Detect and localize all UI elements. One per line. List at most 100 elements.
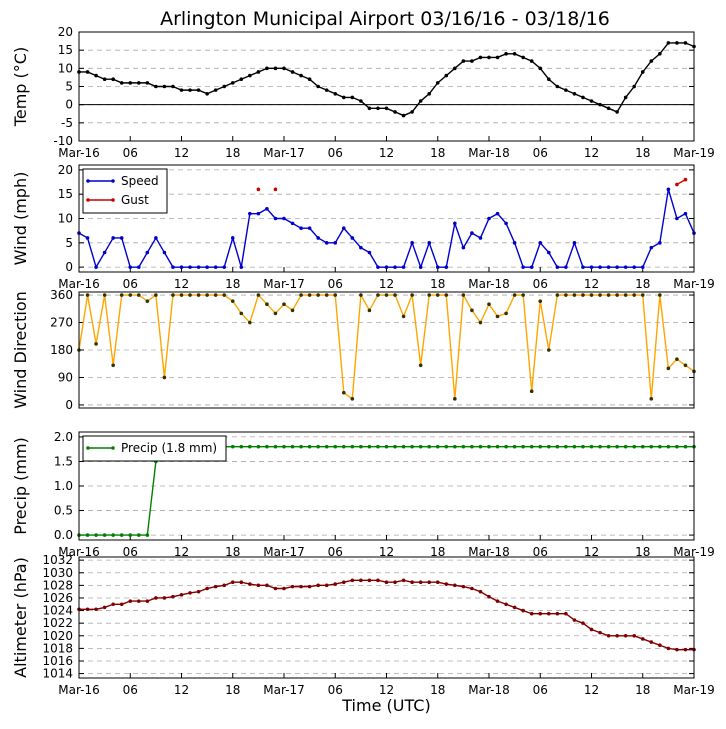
data-point bbox=[555, 84, 560, 89]
data-point bbox=[529, 59, 534, 63]
x-tick-label: 18 bbox=[225, 277, 240, 291]
data-point bbox=[273, 216, 278, 221]
data-point bbox=[453, 221, 457, 226]
data-point bbox=[461, 293, 466, 297]
data-point bbox=[162, 596, 167, 600]
data-point bbox=[675, 647, 679, 652]
y-tick-label: 10 bbox=[58, 212, 73, 226]
data-point bbox=[94, 73, 98, 78]
data-point bbox=[564, 611, 568, 616]
x-tick-label: Mar-16 bbox=[58, 683, 99, 697]
data-point bbox=[401, 578, 406, 583]
data-point bbox=[341, 95, 346, 100]
data-point bbox=[478, 55, 483, 60]
data-point bbox=[495, 599, 500, 603]
data-point bbox=[529, 389, 534, 394]
data-point bbox=[273, 586, 278, 591]
data-point bbox=[521, 265, 525, 269]
legend-box bbox=[82, 168, 168, 214]
data-point bbox=[136, 81, 141, 85]
data-point bbox=[367, 250, 372, 255]
data-point bbox=[487, 55, 491, 60]
y-tick-label: 1016 bbox=[42, 654, 73, 668]
x-tick-label: 06 bbox=[533, 683, 548, 697]
data-point bbox=[256, 444, 261, 449]
data-point bbox=[119, 533, 124, 537]
data-point bbox=[546, 77, 551, 82]
data-point bbox=[154, 236, 158, 240]
data-point bbox=[521, 293, 525, 297]
data-point bbox=[359, 245, 363, 250]
data-point bbox=[453, 583, 457, 588]
data-point bbox=[162, 84, 167, 89]
data-point bbox=[359, 99, 363, 103]
x-tick-label: Mar-16 bbox=[58, 277, 99, 291]
data-point bbox=[316, 84, 320, 89]
legend-label: Speed bbox=[121, 174, 159, 188]
data-point bbox=[470, 444, 474, 449]
data-point bbox=[350, 95, 355, 100]
data-point bbox=[282, 66, 286, 71]
data-point bbox=[606, 444, 611, 449]
data-point bbox=[538, 299, 543, 303]
data-point bbox=[632, 633, 637, 638]
data-point bbox=[239, 265, 244, 269]
data-point bbox=[171, 84, 175, 89]
data-point bbox=[196, 589, 201, 594]
data-point bbox=[367, 106, 372, 111]
data-point bbox=[564, 444, 568, 449]
data-point bbox=[666, 41, 671, 45]
data-point bbox=[529, 444, 534, 449]
data-point bbox=[136, 265, 141, 269]
data-point bbox=[401, 444, 406, 449]
data-point bbox=[658, 52, 662, 56]
data-point bbox=[427, 241, 432, 245]
data-point bbox=[589, 265, 594, 269]
x-tick-label: 12 bbox=[584, 146, 599, 160]
y-tick-label: 180 bbox=[50, 343, 73, 357]
data-point bbox=[384, 293, 389, 297]
data-point bbox=[495, 55, 500, 60]
data-point bbox=[316, 236, 320, 240]
data-point bbox=[675, 444, 679, 449]
data-point bbox=[222, 84, 227, 89]
data-point bbox=[213, 265, 218, 269]
data-point bbox=[598, 265, 602, 269]
data-point bbox=[666, 366, 671, 371]
data-point bbox=[341, 226, 346, 231]
data-point bbox=[615, 633, 619, 638]
data-point bbox=[290, 70, 295, 74]
y-axis-label: Wind Direction bbox=[11, 291, 30, 409]
y-tick-label: 0.0 bbox=[54, 528, 73, 542]
y-tick-label: 1018 bbox=[42, 641, 73, 655]
data-point bbox=[111, 77, 115, 82]
data-point bbox=[136, 599, 141, 603]
data-point bbox=[495, 444, 500, 449]
y-tick-label: 20 bbox=[58, 25, 73, 39]
data-point bbox=[265, 66, 269, 71]
data-point bbox=[85, 70, 90, 74]
data-point bbox=[478, 320, 483, 325]
y-axis-label: Precip (mm) bbox=[11, 437, 30, 535]
data-point bbox=[179, 88, 184, 92]
data-point bbox=[598, 102, 602, 107]
data-point bbox=[256, 293, 261, 297]
data-point bbox=[341, 580, 346, 585]
data-point bbox=[649, 640, 654, 644]
data-point bbox=[205, 265, 209, 269]
data-point bbox=[171, 594, 175, 599]
data-point bbox=[461, 584, 466, 589]
data-point bbox=[581, 265, 585, 269]
data-point bbox=[145, 533, 150, 537]
data-point bbox=[290, 584, 295, 589]
y-tick-label: 1026 bbox=[42, 591, 73, 605]
data-point bbox=[512, 293, 517, 297]
x-tick-label: 06 bbox=[328, 545, 343, 559]
x-tick-label: 12 bbox=[174, 277, 189, 291]
y-tick-label: 1030 bbox=[42, 566, 73, 580]
x-tick-label: Mar-18 bbox=[468, 545, 509, 559]
data-point bbox=[367, 578, 372, 583]
data-point bbox=[504, 602, 508, 607]
data-point bbox=[307, 226, 312, 231]
y-tick-label: 270 bbox=[50, 316, 73, 330]
